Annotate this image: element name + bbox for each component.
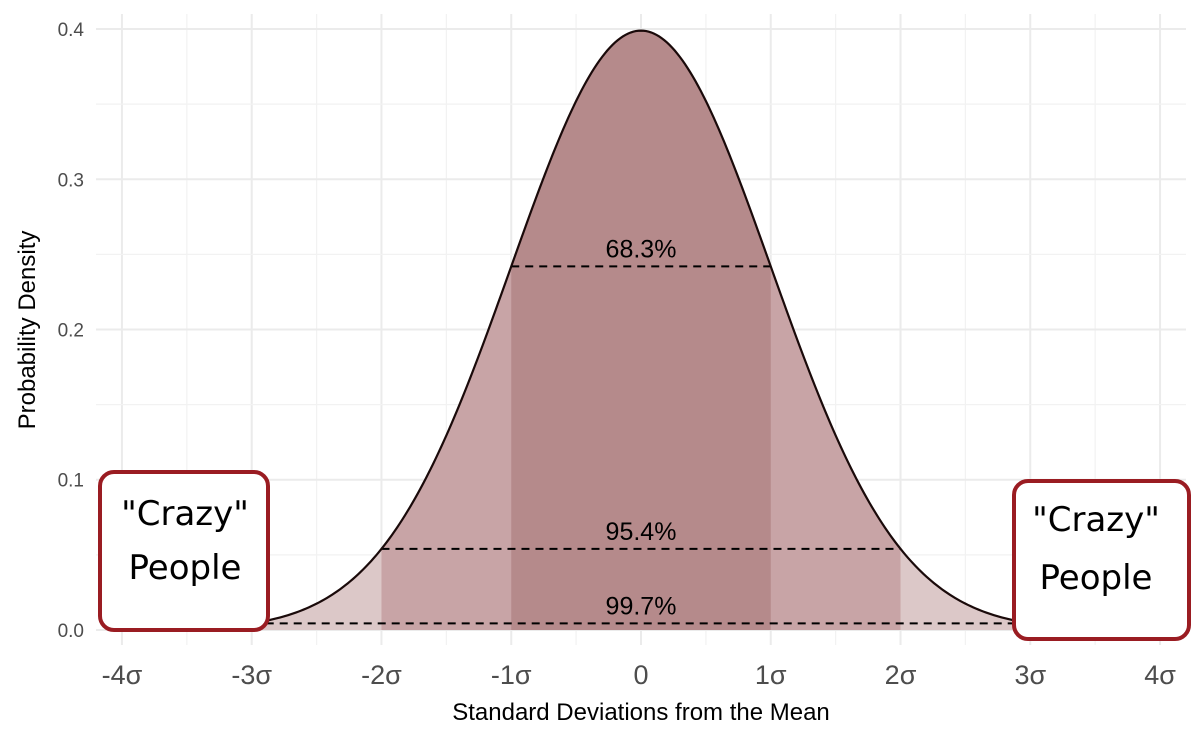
callout-box <box>1012 479 1191 641</box>
annotation-lines <box>251 265 1031 625</box>
callouts: "Crazy" People "Crazy" People <box>98 470 1191 641</box>
y-tick-label: 0.4 <box>58 20 85 41</box>
y-axis-title: Probability Density <box>14 231 41 430</box>
annotation-label: 68.3% <box>606 235 677 263</box>
x-tick-label: -4σ <box>102 660 143 690</box>
y-tick-label: 0.1 <box>58 471 84 492</box>
callout-line: People <box>1040 558 1153 598</box>
callout-line: "Crazy" <box>121 494 249 534</box>
y-tick-label: 0.2 <box>58 321 84 342</box>
x-tick-label: 0 <box>633 660 648 690</box>
x-tick-label: -3σ <box>231 660 272 690</box>
annotation-label: 99.7% <box>606 592 677 620</box>
sd-band <box>511 30 771 630</box>
x-tick-label: 3σ <box>1014 660 1046 690</box>
x-tick-label: 1σ <box>755 660 787 690</box>
x-tick-label: 2σ <box>885 660 917 690</box>
x-tick-label: 4σ <box>1144 660 1176 690</box>
callout-box <box>98 470 270 632</box>
callout-right: "Crazy" People <box>1012 479 1191 641</box>
x-axis-title: Standard Deviations from the Mean <box>452 699 830 726</box>
callout-line: People <box>129 548 242 588</box>
x-tick-label: -2σ <box>361 660 402 690</box>
annotation-labels: 68.3% 95.4% 99.7% <box>606 235 677 620</box>
x-tick-label: -1σ <box>491 660 532 690</box>
x-axis-ticks: -4σ -3σ -2σ -1σ 0 1σ 2σ 3σ 4σ <box>102 660 1177 690</box>
y-tick-label: 0.0 <box>58 621 84 642</box>
annotation-label: 95.4% <box>606 518 677 546</box>
callout-line: "Crazy" <box>1032 500 1160 540</box>
callout-left: "Crazy" People <box>98 470 270 632</box>
sd-bands <box>251 30 1031 630</box>
density-curve <box>121 29 1161 631</box>
y-axis-ticks: 0.0 0.1 0.2 0.3 0.4 <box>58 20 85 642</box>
y-tick-label: 0.3 <box>58 170 84 191</box>
